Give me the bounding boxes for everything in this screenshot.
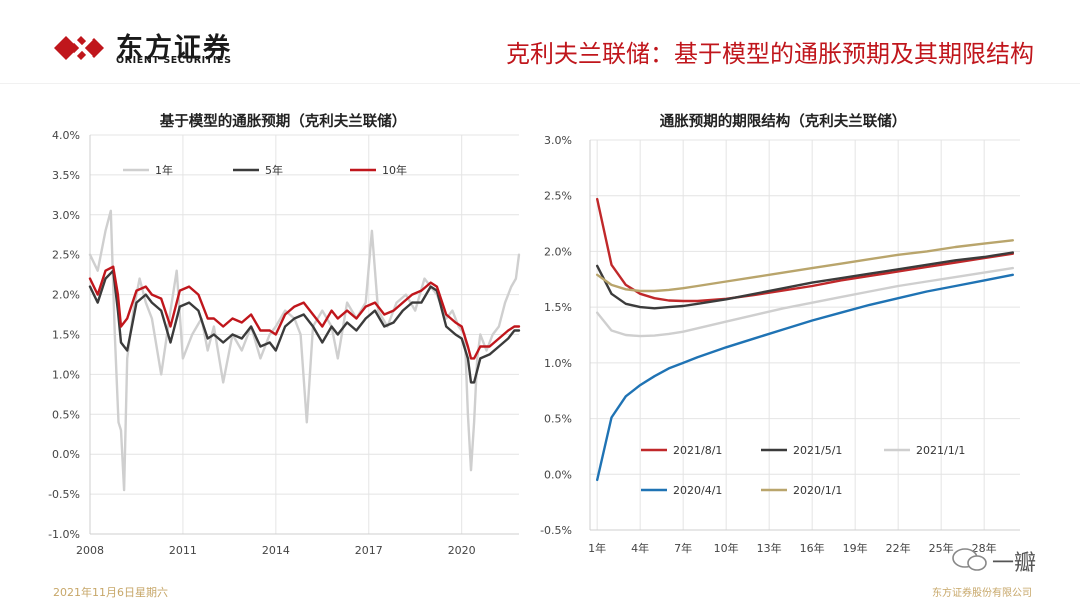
y-tick-label: 1.0% — [52, 368, 80, 381]
y-tick-label: 0.5% — [52, 408, 80, 421]
y-tick-label: 2.5% — [52, 249, 80, 262]
y-tick-label: 2.5% — [544, 190, 572, 203]
chat-bubble-icon — [952, 548, 987, 571]
logo-text-cn: 东方证券 — [116, 33, 232, 64]
chart-title: 通胀预期的期限结构（克利夫兰联储） — [660, 112, 907, 130]
legend-label: 2020/1/1 — [793, 484, 842, 497]
y-tick-label: 1.5% — [52, 329, 80, 342]
company-logo: 东方证券 ORIENT SECURITIES — [52, 26, 312, 70]
x-tick-label: 28年 — [972, 541, 997, 555]
y-tick-label: 2.0% — [544, 245, 572, 258]
x-tick-label: 1年 — [588, 541, 606, 555]
x-tick-label: 2020 — [448, 544, 476, 557]
x-tick-label: 2014 — [262, 544, 290, 557]
y-tick-label: 1.5% — [544, 301, 572, 314]
y-tick-label: 3.0% — [544, 134, 572, 147]
term-structure-chart: 通胀预期的期限结构（克利夫兰联储） 3.0% 2.5% 2.0% 1.5% 1.0% 0.5… — [540, 0, 1080, 570]
y-tick-label: 3.0% — [52, 209, 80, 222]
series-line — [596, 197, 1014, 303]
series-line — [88, 265, 521, 360]
legend-label: 5年 — [265, 163, 283, 177]
x-tick-label: 2008 — [76, 544, 104, 557]
legend-label: 2020/4/1 — [673, 484, 722, 497]
y-tick-label: 4.0% — [52, 129, 80, 142]
legend-label: 1年 — [155, 163, 173, 177]
x-tick-label: 16年 — [800, 541, 825, 555]
y-tick-label: -0.5% — [48, 488, 80, 501]
y-tick-label: 2.0% — [52, 289, 80, 302]
logo-text-en: ORIENT SECURITIES — [116, 55, 232, 66]
x-tick-label: 2017 — [355, 544, 383, 557]
x-tick-label: 13年 — [757, 541, 782, 555]
series-line — [88, 269, 521, 384]
y-tick-label: -0.5% — [540, 524, 572, 537]
page-title: 克利夫兰联储：基于模型的通胀预期及其期限结构 — [506, 40, 1034, 68]
x-tick-label: 25年 — [929, 541, 954, 555]
series-line — [88, 209, 521, 492]
x-tick-label: 7年 — [674, 541, 692, 555]
x-tick-label: 2011 — [169, 544, 197, 557]
chart-title: 基于模型的通胀预期（克利夫兰联储） — [159, 112, 407, 130]
x-tick-label: 10年 — [714, 541, 739, 555]
series-line — [596, 251, 1014, 310]
logo-mark-icon — [54, 36, 104, 60]
y-tick-label: -1.0% — [48, 528, 80, 541]
y-tick-label: 1.0% — [544, 357, 572, 370]
series-line — [596, 266, 1014, 338]
y-tick-label: 0.0% — [544, 468, 572, 481]
legend-label: 2021/5/1 — [793, 444, 842, 457]
y-tick-label: 3.5% — [52, 169, 80, 182]
x-tick-label: 22年 — [886, 541, 911, 555]
footer-date: 2021年11月6日星期六 — [53, 586, 168, 599]
watermark: 一瓣 — [950, 543, 1050, 577]
x-tick-label: 4年 — [631, 541, 649, 555]
x-tick-label: 19年 — [843, 541, 868, 555]
y-tick-label: 0.0% — [52, 448, 80, 461]
series-line — [596, 239, 1014, 293]
legend-label: 2021/8/1 — [673, 444, 722, 457]
legend-label: 10年 — [382, 163, 407, 177]
watermark-text: 一瓣 — [992, 551, 1037, 576]
footer-company: 东方证券股份有限公司 — [932, 588, 1032, 599]
y-tick-label: 0.5% — [544, 413, 572, 426]
legend-label: 2021/1/1 — [916, 444, 965, 457]
inflation-expectations-chart: 基于模型的通胀预期（克利夫兰联储） 4.0% 3.5% 3.0% 2.5% 2.0% 1.5… — [0, 0, 540, 570]
header-divider — [0, 83, 1080, 84]
series-line — [596, 273, 1014, 482]
